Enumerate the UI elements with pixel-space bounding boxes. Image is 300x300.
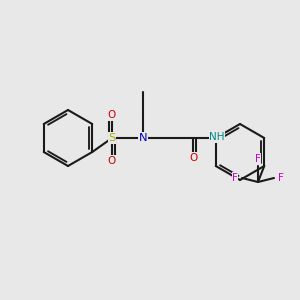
Text: F: F (278, 173, 284, 183)
Text: F: F (255, 154, 261, 164)
Text: O: O (108, 156, 116, 166)
Text: O: O (189, 153, 197, 163)
Text: S: S (108, 133, 116, 143)
Text: O: O (108, 110, 116, 120)
Text: NH: NH (209, 132, 225, 142)
Text: N: N (139, 133, 147, 143)
Text: F: F (232, 173, 238, 183)
